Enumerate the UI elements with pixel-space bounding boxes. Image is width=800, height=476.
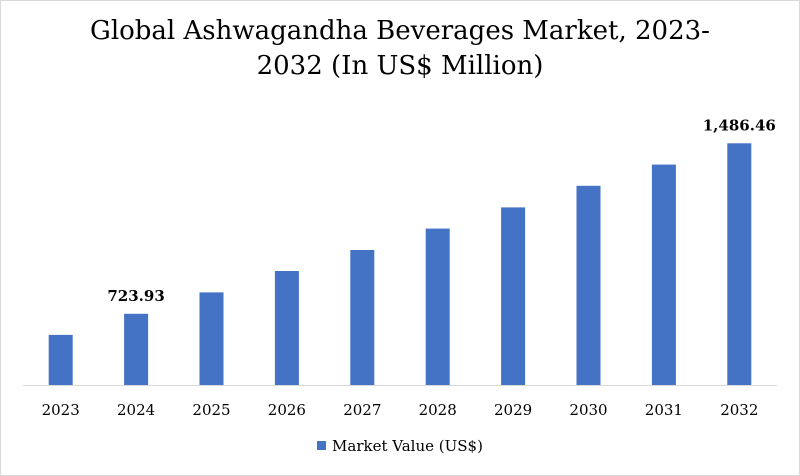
chart-title-line-1: Global Ashwagandha Beverages Market, 202… bbox=[90, 16, 710, 46]
bar-2026 bbox=[274, 271, 299, 385]
x-tick-label-2030: 2030 bbox=[569, 401, 607, 419]
data-label-2024: 723.93 bbox=[107, 287, 164, 305]
x-axis-tick-labels: 2023 2024 2025 2026 2027 2028 2029 2030 2031 2032 bbox=[42, 401, 759, 419]
bar-2028 bbox=[425, 228, 450, 385]
bar-2027 bbox=[350, 250, 375, 385]
x-tick-label-2032: 2032 bbox=[720, 401, 758, 419]
legend-swatch bbox=[317, 441, 327, 450]
x-tick-label-2029: 2029 bbox=[494, 401, 532, 419]
x-tick-label-2031: 2031 bbox=[645, 401, 683, 419]
x-tick-label-2026: 2026 bbox=[268, 401, 306, 419]
bar-2032 bbox=[727, 143, 752, 385]
data-label-2032: 1,486.46 bbox=[703, 116, 776, 134]
bar-2023 bbox=[48, 334, 73, 385]
chart-title-line-2: 2032 (In US$ Million) bbox=[256, 51, 544, 81]
data-labels: 723.93 1,486.46 bbox=[107, 116, 775, 304]
bar-series bbox=[48, 143, 752, 385]
bar-2025 bbox=[199, 292, 224, 385]
x-tick-label-2027: 2027 bbox=[343, 401, 381, 419]
bar-2024 bbox=[124, 313, 149, 385]
legend: Market Value (US$) bbox=[0, 437, 800, 455]
bar-2030 bbox=[576, 185, 601, 385]
x-tick-label-2025: 2025 bbox=[192, 401, 230, 419]
legend-label: Market Value (US$) bbox=[332, 437, 483, 455]
x-tick-label-2023: 2023 bbox=[42, 401, 80, 419]
x-tick-label-2024: 2024 bbox=[117, 401, 155, 419]
x-tick-label-2028: 2028 bbox=[419, 401, 457, 419]
bar-2029 bbox=[501, 207, 526, 385]
bar-2031 bbox=[651, 164, 676, 385]
chart-title: Global Ashwagandha Beverages Market, 202… bbox=[0, 14, 800, 84]
